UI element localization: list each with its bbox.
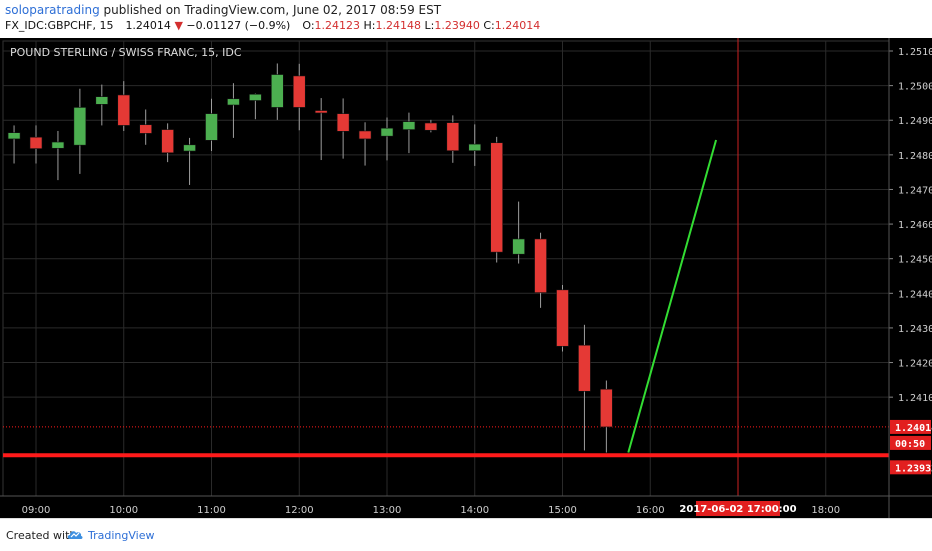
axes: 1.25100 1.25000 1.24900 1.24800 1.24700 1.246… xyxy=(0,38,932,518)
low-label: L: xyxy=(424,19,435,32)
candle-body[interactable] xyxy=(117,94,131,126)
candle-body[interactable] xyxy=(95,96,109,105)
candle-body[interactable] xyxy=(205,113,218,141)
candle-body[interactable] xyxy=(139,124,152,134)
candle-body[interactable] xyxy=(556,289,569,347)
candle-body[interactable] xyxy=(468,143,482,151)
candle-body[interactable] xyxy=(249,93,262,101)
candle-body[interactable] xyxy=(227,98,240,106)
x-tick-label: 12:00 xyxy=(285,505,314,516)
last-price-label: 1.24014 xyxy=(895,423,932,434)
published-text: published on TradingView.com, June 02, 2… xyxy=(103,3,442,17)
high-value: 1.24148 xyxy=(375,19,422,32)
candle-body[interactable] xyxy=(161,129,174,154)
x-tick-label: 16:00 xyxy=(636,505,665,516)
chart-title: POUND STERLING / SWISS FRANC, 15, IDC xyxy=(10,46,242,59)
y-tick-label: 1.24400 xyxy=(898,289,932,300)
candle-body[interactable] xyxy=(490,142,503,253)
candle-body[interactable] xyxy=(336,113,350,132)
candle-body[interactable] xyxy=(358,130,372,140)
plot-frame xyxy=(2,40,890,497)
publish-info: soloparatrading published on TradingView… xyxy=(5,3,441,17)
candle-body[interactable] xyxy=(183,144,196,152)
countdown-label: 00:50 xyxy=(895,439,925,450)
candle-body[interactable] xyxy=(402,121,416,130)
x-tick-label: 15:00 xyxy=(548,505,577,516)
candle-body[interactable] xyxy=(29,136,43,149)
price-change: −0.01127 (−0.9%) xyxy=(186,19,291,32)
x-tick-label: 11:00 xyxy=(197,505,226,516)
low-value: 1.23940 xyxy=(434,19,480,32)
close-value: 1.24014 xyxy=(494,19,541,32)
y-tick-label: 1.24800 xyxy=(898,151,932,162)
x-tick-label: 14:00 xyxy=(460,505,489,516)
open-value: 1.24123 xyxy=(314,19,361,32)
candle-body[interactable] xyxy=(446,122,460,151)
support-price-label-bg xyxy=(890,460,931,475)
x-tick-label: 18:00 xyxy=(811,505,840,516)
symbol-name: FX_IDC:GBPCHF, 15 xyxy=(5,19,114,32)
down-arrow-icon: ▼ xyxy=(174,19,183,32)
candles xyxy=(7,63,613,453)
candle-body[interactable] xyxy=(578,344,591,392)
candle-body[interactable] xyxy=(600,388,613,428)
candlestick-chart[interactable]: 1.25100 1.25000 1.24900 1.24800 1.24700 1.246… xyxy=(0,38,932,518)
chart-header: soloparatrading published on TradingView… xyxy=(0,0,932,38)
x-tick-label: 10:00 xyxy=(109,505,138,516)
grid-lines xyxy=(2,40,890,497)
crosshair-time-bg xyxy=(696,501,780,516)
y-tick-label: 1.25100 xyxy=(898,47,932,58)
y-tick-label: 1.24300 xyxy=(898,324,932,335)
candle-body[interactable] xyxy=(512,238,525,255)
close-label: C: xyxy=(483,19,495,32)
symbol-info: FX_IDC:GBPCHF, 15 1.24014 ▼ −0.01127 (−0… xyxy=(5,19,540,32)
candle-body[interactable] xyxy=(271,74,284,108)
footer: Created with TradingView xyxy=(0,518,932,551)
high-label: H: xyxy=(363,19,376,32)
y-tick-label: 1.24500 xyxy=(898,255,932,266)
x-tick-label: 09:00 xyxy=(22,505,51,516)
y-tick-label: 1.24700 xyxy=(898,185,932,196)
last-price-label-bg xyxy=(890,419,931,434)
countdown-label-bg xyxy=(890,435,931,450)
candle-body[interactable] xyxy=(51,141,65,149)
trend-line[interactable] xyxy=(627,139,718,453)
candle-body[interactable] xyxy=(314,110,328,114)
candle-body[interactable] xyxy=(7,132,21,140)
y-tick-label: 1.24900 xyxy=(898,116,932,127)
candle-body[interactable] xyxy=(73,107,87,146)
author-link[interactable]: soloparatrading xyxy=(5,3,100,17)
last-price: 1.24014 xyxy=(125,19,171,32)
y-tick-label: 1.24600 xyxy=(898,220,932,231)
candle-body[interactable] xyxy=(380,127,394,137)
overlay-lines xyxy=(3,38,889,496)
y-tick-label: 1.25000 xyxy=(898,82,932,93)
candle-body[interactable] xyxy=(424,122,438,131)
crosshair-time-label: 2017-06-02 17:00:00 xyxy=(679,504,796,515)
x-tick-label: 13:00 xyxy=(373,505,402,516)
tradingview-link[interactable]: TradingView xyxy=(88,529,155,542)
open-label: O: xyxy=(302,19,315,32)
tradingview-cloud-icon[interactable] xyxy=(66,527,84,541)
chart-panel[interactable]: 1.25100 1.25000 1.24900 1.24800 1.24700 1.246… xyxy=(0,38,932,518)
y-tick-label: 1.24200 xyxy=(898,359,932,370)
created-with-label: Created with xyxy=(6,529,77,542)
candle-body[interactable] xyxy=(292,75,306,108)
candle-body[interactable] xyxy=(534,238,547,293)
